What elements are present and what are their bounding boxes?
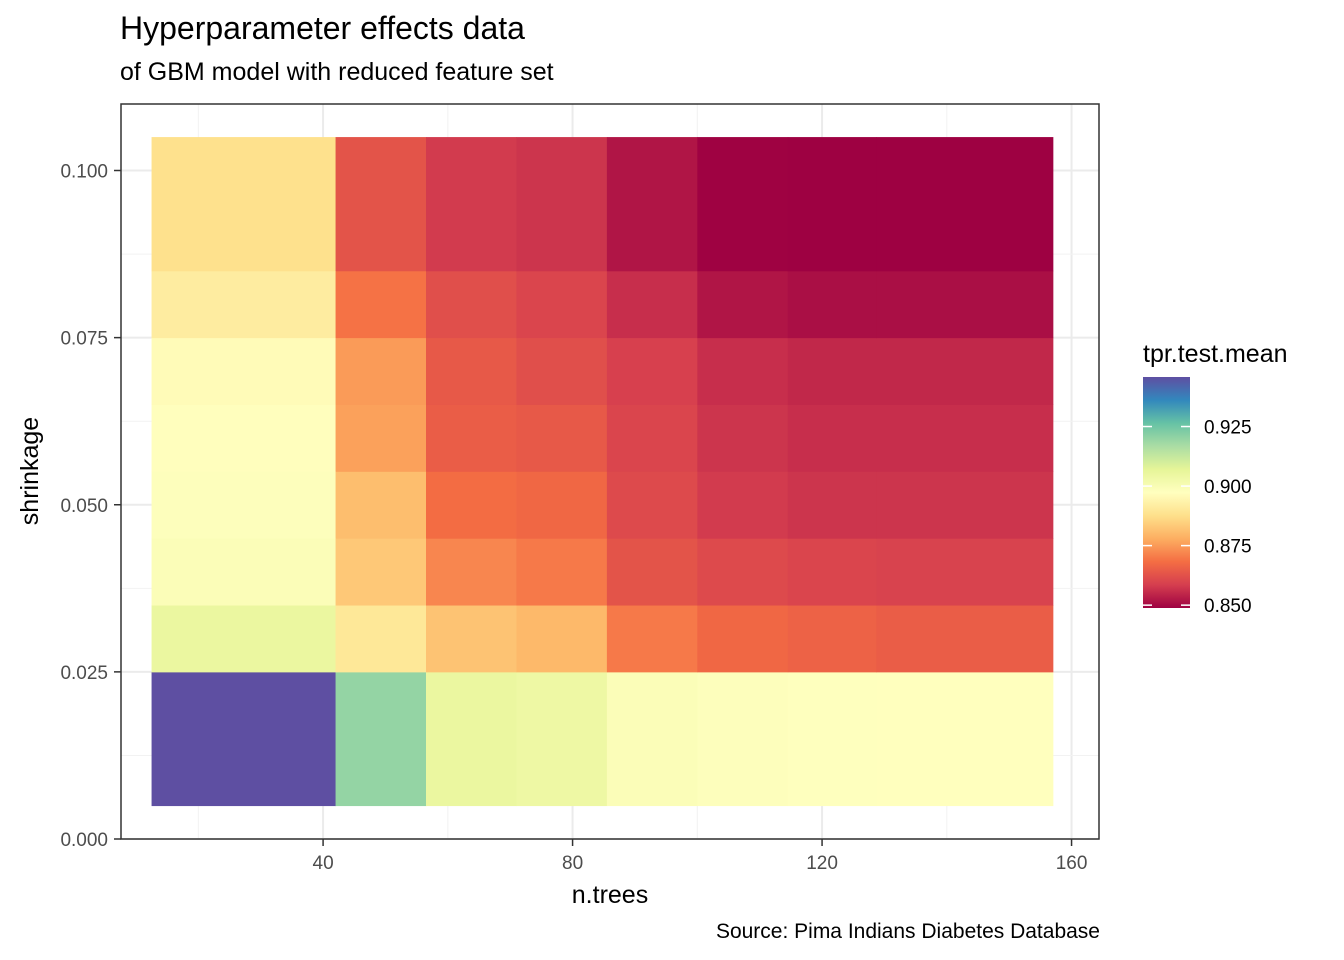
y-tick-label: 0.050: [60, 496, 108, 517]
chart-title: Hyperparameter effects data: [120, 10, 525, 46]
y-tick-label: 0.000: [60, 830, 108, 851]
x-tick-label: 120: [806, 853, 838, 874]
heatmap-tile: [876, 337, 1054, 405]
heatmap-tile: [335, 137, 427, 272]
heatmap-tile: [787, 471, 877, 539]
heatmap-tile: [516, 137, 608, 272]
legend-title: tpr.test.mean: [1143, 340, 1288, 368]
heatmap-tiles: [151, 137, 1054, 807]
heatmap-tile: [516, 471, 608, 539]
y-axis-label: shrinkage: [16, 417, 44, 525]
heatmap-tile: [697, 337, 789, 405]
y-tick-label: 0.075: [60, 329, 108, 350]
heatmap-tile: [151, 404, 337, 472]
heatmap-tile: [876, 404, 1054, 472]
chart-subtitle: of GBM model with reduced feature set: [120, 58, 554, 86]
heatmap-tile: [697, 404, 789, 472]
heatmap-tile: [606, 471, 698, 539]
heatmap-tile: [151, 605, 337, 673]
heatmap-tile: [426, 605, 517, 673]
heatmap-tile: [787, 404, 877, 472]
legend-tick-label: 0.925: [1204, 418, 1252, 439]
x-tick-label: 160: [1056, 853, 1088, 874]
heatmap-tile: [876, 605, 1054, 673]
x-tick-label: 40: [313, 853, 334, 874]
heatmap-tile: [335, 538, 427, 606]
chart-caption: Source: Pima Indians Diabetes Database: [715, 920, 1100, 943]
heatmap-tile: [426, 270, 517, 339]
heatmap-tile: [335, 337, 427, 405]
heatmap-tile: [787, 137, 877, 272]
heatmap-tile: [876, 137, 1054, 272]
x-axis-label: n.trees: [572, 881, 648, 909]
heatmap-tile: [516, 337, 608, 405]
heatmap-tile: [151, 538, 337, 606]
heatmap-tile: [426, 471, 517, 539]
heatmap-tile: [426, 404, 517, 472]
heatmap-tile: [335, 605, 427, 673]
y-tick-label: 0.025: [60, 663, 108, 684]
heatmap-tile: [787, 605, 877, 673]
plot-border: [120, 103, 1100, 840]
heatmap-tile: [426, 137, 517, 272]
heatmap-tile: [876, 270, 1054, 339]
x-tick-label: 80: [562, 853, 583, 874]
legend-colorbar: [1143, 377, 1190, 608]
heatmap-tile: [606, 337, 698, 405]
heatmap-tile: [516, 605, 608, 673]
heatmap-tile: [787, 270, 877, 339]
heatmap-tile: [151, 337, 337, 405]
heatmap-tile: [426, 337, 517, 405]
heatmap-tile: [606, 538, 698, 606]
heatmap-tile: [516, 270, 608, 339]
heatmap-tile: [335, 270, 427, 339]
heatmap-tile: [606, 270, 698, 339]
heatmap-tile: [697, 270, 789, 339]
heatmap-tile: [876, 471, 1054, 539]
heatmap-tile: [335, 471, 427, 539]
heatmap-tile: [787, 671, 877, 807]
color-legend: tpr.test.mean 0.850 0.875 0.900 0.925: [1143, 340, 1288, 617]
heatmap-tile: [787, 538, 877, 606]
heatmap-tile: [697, 538, 789, 606]
heatmap-tile: [516, 671, 608, 807]
heatmap-tile: [697, 605, 789, 673]
heatmap-tile: [876, 538, 1054, 606]
heatmap-tile: [151, 471, 337, 539]
heatmap-tile: [151, 137, 337, 272]
heatmap-tile: [516, 404, 608, 472]
legend-ticks: 0.850 0.875 0.900 0.925: [1143, 418, 1252, 617]
heatmap-tile: [697, 671, 789, 807]
legend-tick-label: 0.900: [1204, 477, 1252, 498]
heatmap-tile: [697, 471, 789, 539]
heatmap-tile: [787, 337, 877, 405]
axes: 40 80 120 160 0.000 0.025 0.050 0.075 0.100: [60, 162, 1087, 875]
heatmap-tile: [426, 671, 517, 807]
y-tick-label: 0.100: [60, 162, 108, 183]
heatmap-tile: [606, 404, 698, 472]
panel-border: [120, 103, 1100, 840]
heatmap-tile: [335, 404, 427, 472]
heatmap-tile: [151, 270, 337, 339]
legend-tick-label: 0.875: [1204, 537, 1252, 558]
heatmap-tile: [606, 137, 698, 272]
heatmap-tile: [335, 671, 427, 807]
heatmap-tile: [606, 671, 698, 807]
heatmap-tile: [426, 538, 517, 606]
legend-tick-label: 0.850: [1204, 596, 1252, 617]
heatmap-tile: [876, 671, 1054, 807]
heatmap-tile: [151, 671, 337, 807]
heatmap-tile: [606, 605, 698, 673]
heatmap-tile: [697, 137, 789, 272]
heatmap-tile: [516, 538, 608, 606]
